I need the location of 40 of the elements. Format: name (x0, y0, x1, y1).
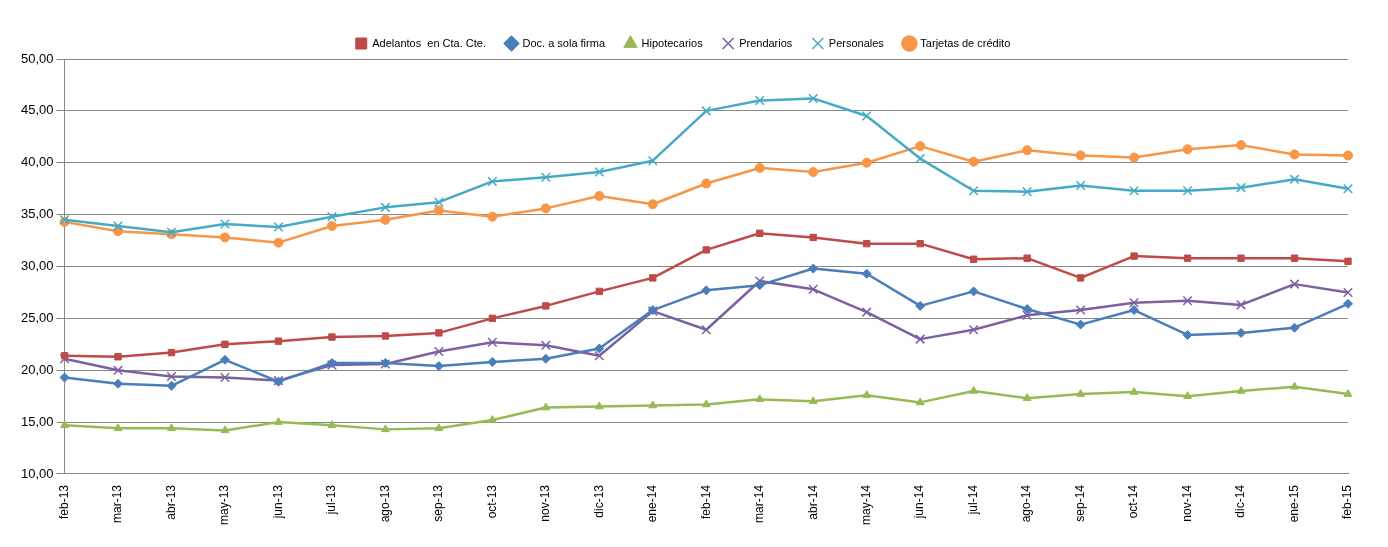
x-tick-label: may-14 (859, 484, 874, 525)
legend-label: Personales (828, 36, 885, 49)
x-tick-label: sep-14 (1072, 484, 1087, 522)
x-tick-label: jun-13 (270, 484, 285, 520)
x-tick-label: jul-14 (965, 484, 980, 516)
y-tick-label: 10,00 (20, 465, 54, 481)
y-tick-label: 50,00 (20, 50, 54, 66)
y-tick-label: 30,00 (20, 258, 54, 274)
x-tick-label: ene-15 (1286, 484, 1301, 523)
x-tick-label: oct-13 (484, 484, 499, 519)
x-tick-label: nov-14 (1179, 484, 1194, 522)
x-tick-label: nov-13 (538, 484, 553, 522)
legend-label: Tarjetas de crédito (920, 36, 1011, 49)
x-tick-label: mar-14 (752, 484, 767, 523)
legend-label: Adelantos en Cta. Cte. (372, 36, 486, 49)
y-tick-label: 25,00 (20, 309, 54, 325)
x-tick-label: ago-14 (1019, 484, 1034, 523)
legend-label: Prendarios (739, 36, 793, 49)
x-tick-label: jun-14 (912, 484, 927, 520)
x-tick-label: jul-13 (324, 484, 339, 516)
x-tick-label: feb-14 (698, 484, 713, 520)
x-tick-label: dic-14 (1233, 484, 1248, 518)
x-tick-label: feb-13 (56, 484, 71, 520)
y-tick-label: 40,00 (20, 154, 54, 170)
x-tick-label: mar-13 (110, 484, 125, 523)
y-tick-label: 20,00 (20, 361, 54, 377)
x-tick-label: feb-15 (1340, 484, 1355, 520)
x-tick-label: may-13 (217, 484, 232, 525)
x-tick-label: ene-14 (645, 484, 660, 523)
x-tick-label: dic-13 (591, 484, 606, 518)
y-tick-label: 45,00 (20, 102, 54, 118)
x-tick-label: sep-13 (431, 484, 446, 522)
x-tick-label: ago-13 (377, 484, 392, 523)
y-tick-label: 15,00 (20, 413, 54, 429)
legend-label: Hipotecarios (641, 36, 704, 49)
legend-label: Doc. a sola firma (522, 36, 606, 49)
y-tick-label: 35,00 (20, 206, 54, 222)
x-tick-label: abr-14 (805, 484, 820, 520)
x-tick-label: oct-14 (1126, 484, 1141, 519)
x-tick-label: abr-13 (163, 484, 178, 520)
